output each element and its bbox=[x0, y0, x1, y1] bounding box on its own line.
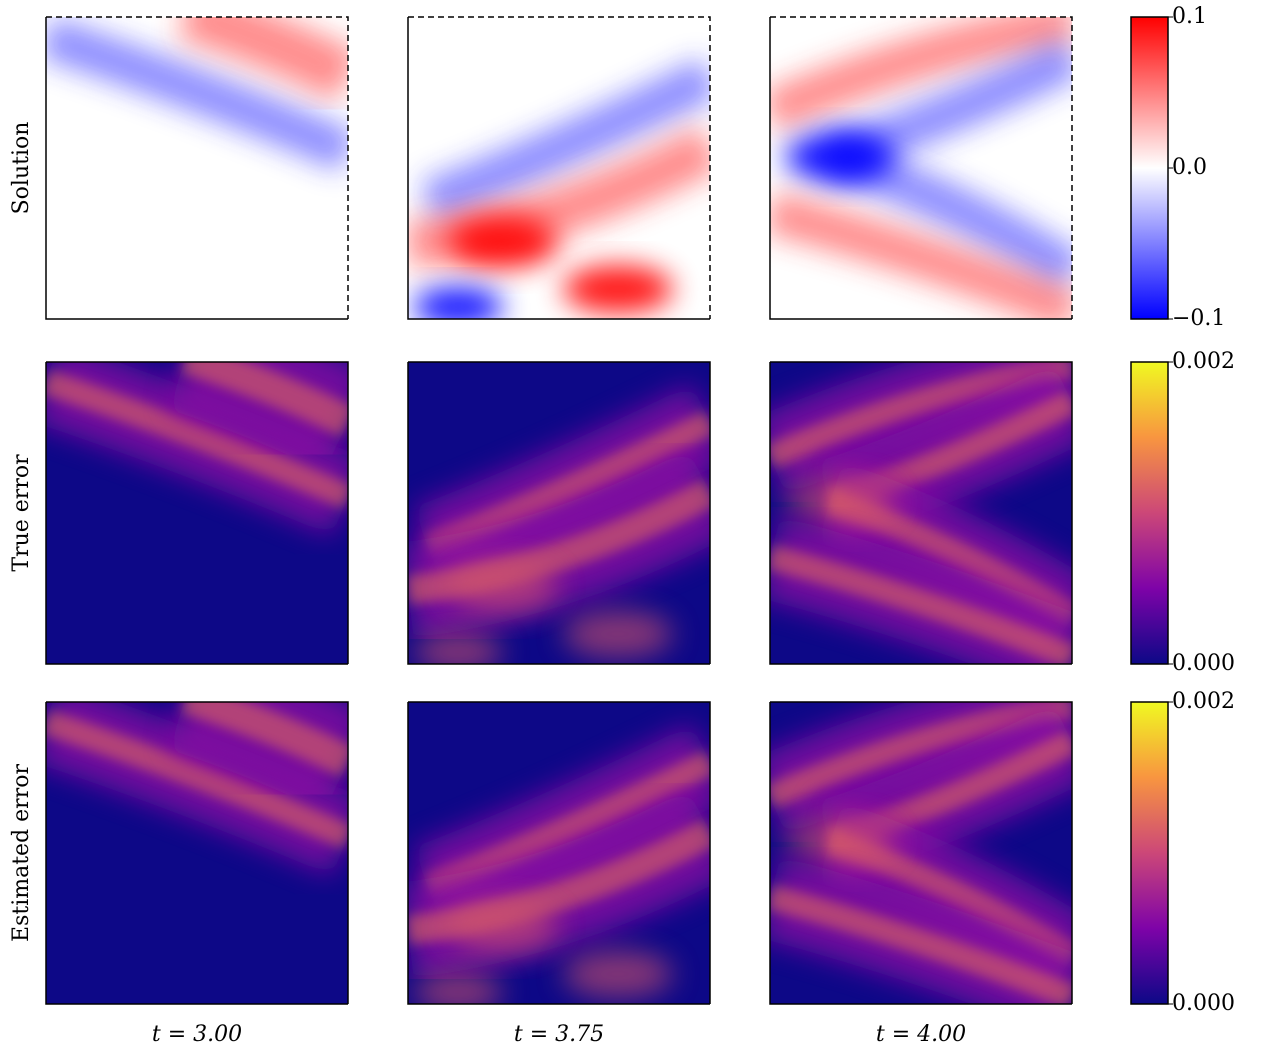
row-label: Estimated error bbox=[9, 764, 34, 942]
row-label: True error bbox=[9, 454, 34, 572]
error-blob bbox=[448, 901, 558, 953]
column-label: t = 3.75 bbox=[514, 1022, 604, 1047]
heatmap-content bbox=[770, 17, 1072, 319]
error-band bbox=[46, 370, 348, 509]
axis-frame bbox=[45, 362, 348, 665]
heatmap bbox=[46, 362, 348, 664]
axis-frame bbox=[46, 701, 349, 1004]
row-label: Solution bbox=[9, 122, 34, 215]
heatmap bbox=[770, 362, 1072, 664]
heatmap-content bbox=[46, 362, 348, 664]
axis-frame bbox=[407, 17, 710, 320]
field-blob bbox=[413, 287, 503, 319]
field-blob bbox=[448, 216, 558, 268]
axis-frame bbox=[408, 361, 711, 664]
heatmap bbox=[46, 17, 348, 319]
colorbar-tick-label: 0.000 bbox=[1172, 651, 1235, 676]
error-blob bbox=[413, 972, 503, 1004]
colorbar bbox=[1130, 701, 1169, 1005]
field-blob bbox=[563, 265, 673, 313]
field-blob bbox=[785, 132, 895, 182]
error-band bbox=[770, 362, 1072, 469]
error-blob bbox=[413, 632, 503, 664]
heatmap-content bbox=[770, 702, 1072, 1004]
heatmap bbox=[408, 362, 710, 664]
axis-frame bbox=[46, 361, 349, 664]
error-band bbox=[770, 544, 1072, 664]
field-band bbox=[770, 17, 1072, 132]
error-blob bbox=[563, 950, 673, 998]
axis-frame bbox=[770, 361, 1073, 664]
colorbar-tick-label: 0.1 bbox=[1172, 4, 1207, 29]
field-band bbox=[177, 17, 348, 102]
column-label: t = 4.00 bbox=[876, 1022, 966, 1047]
error-blob bbox=[785, 817, 895, 867]
field-band bbox=[408, 125, 710, 269]
heatmap-content bbox=[46, 17, 348, 319]
axis-frame bbox=[769, 362, 1072, 665]
axis-frame bbox=[407, 702, 710, 1005]
error-band bbox=[46, 710, 348, 849]
axis-frame bbox=[408, 701, 711, 1004]
error-band bbox=[770, 702, 1072, 809]
heatmap-content bbox=[408, 362, 710, 664]
column-label: t = 3.00 bbox=[152, 1022, 242, 1047]
axis-frame bbox=[769, 17, 1072, 320]
colorbar bbox=[1130, 361, 1169, 665]
heatmap bbox=[408, 17, 710, 319]
field-band bbox=[420, 58, 710, 222]
axis-frame bbox=[45, 17, 348, 320]
heatmap-content bbox=[770, 362, 1072, 664]
heatmap-content bbox=[408, 702, 710, 1004]
heatmap bbox=[46, 702, 348, 1004]
error-band bbox=[770, 884, 1072, 1004]
colorbar-tick-label: −0.1 bbox=[1172, 306, 1225, 331]
axis-frame bbox=[769, 702, 1072, 1005]
colorbar bbox=[1130, 16, 1169, 320]
colorbar-tick-label: 0.002 bbox=[1172, 689, 1235, 714]
error-blob bbox=[448, 561, 558, 613]
colorbar-tick-label: 0.0 bbox=[1172, 155, 1207, 180]
axis-frame bbox=[770, 701, 1073, 1004]
colorbar-tick-label: 0.002 bbox=[1172, 349, 1235, 374]
axis-frame bbox=[46, 16, 349, 319]
heatmap-content bbox=[46, 702, 348, 1004]
field-band bbox=[46, 17, 348, 172]
axis-frame bbox=[770, 16, 1073, 319]
heatmap-content bbox=[408, 17, 710, 319]
field-band bbox=[770, 191, 1072, 319]
axis-frame bbox=[408, 16, 711, 319]
error-band bbox=[180, 362, 348, 437]
error-band bbox=[408, 479, 710, 605]
colorbar-tick-label: 0.000 bbox=[1172, 991, 1235, 1016]
heatmap bbox=[770, 702, 1072, 1004]
error-band bbox=[408, 819, 710, 945]
error-band bbox=[180, 702, 348, 777]
heatmap bbox=[770, 17, 1072, 319]
error-blob bbox=[785, 477, 895, 527]
axis-frame bbox=[407, 362, 710, 665]
error-blob bbox=[563, 610, 673, 658]
heatmap bbox=[408, 702, 710, 1004]
axis-frame bbox=[45, 702, 348, 1005]
